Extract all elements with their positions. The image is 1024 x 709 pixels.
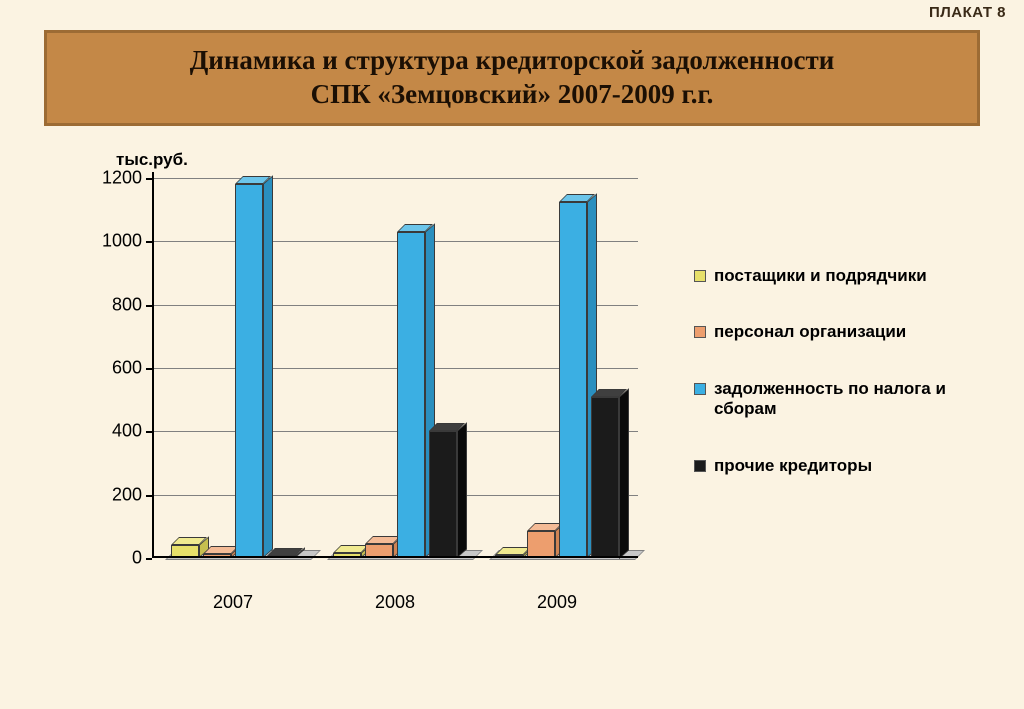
bar-front [527, 531, 555, 558]
legend-label: задолженность по налога и сборам [714, 379, 974, 420]
bar [559, 202, 587, 558]
y-tick-label: 800 [112, 294, 142, 315]
bar-front [559, 202, 587, 558]
bar [429, 431, 457, 558]
legend-swatch [694, 270, 706, 282]
slide-title: Динамика и структура кредиторской задолж… [190, 44, 835, 112]
y-tick-label: 200 [112, 484, 142, 505]
y-tick-label: 1000 [102, 231, 142, 252]
legend-label: персонал организации [714, 322, 974, 342]
bar-front [429, 431, 457, 558]
legend-item: постащики и подрядчики [694, 266, 974, 286]
bar-side [619, 388, 629, 558]
bar [591, 397, 619, 559]
x-tick-label: 2009 [537, 592, 577, 613]
plot-area: 020040060080010001200200720082009 [152, 178, 638, 558]
legend-swatch [694, 326, 706, 338]
legend-item: прочие кредиторы [694, 456, 974, 476]
legend-item: персонал организации [694, 322, 974, 342]
x-tick-label: 2007 [213, 592, 253, 613]
y-axis [152, 172, 154, 558]
legend-swatch [694, 460, 706, 472]
slide: ПЛАКАТ 8 Динамика и структура кредиторск… [0, 0, 1024, 709]
title-box: Динамика и структура кредиторской задолж… [44, 30, 980, 126]
y-tick-mark [146, 558, 152, 560]
legend-swatch [694, 383, 706, 395]
bar [235, 184, 263, 558]
bar-front [397, 232, 425, 558]
x-axis [152, 556, 638, 558]
bar-side [263, 176, 273, 558]
bar-front [591, 397, 619, 559]
bar-front [235, 184, 263, 558]
legend-item: задолженность по налога и сборам [694, 379, 974, 420]
y-tick-label: 1200 [102, 168, 142, 189]
y-tick-label: 600 [112, 358, 142, 379]
corner-label: ПЛАКАТ 8 [929, 4, 1006, 21]
legend-label: прочие кредиторы [714, 456, 974, 476]
legend: постащики и подрядчики персонал организац… [694, 266, 974, 512]
y-tick-label: 0 [132, 548, 142, 569]
bar-side [457, 423, 467, 558]
bar [397, 232, 425, 558]
gridline [152, 178, 638, 179]
chart: тыс.руб. 0200400600800100012002007200820… [44, 150, 980, 670]
x-tick-label: 2008 [375, 592, 415, 613]
legend-label: постащики и подрядчики [714, 266, 974, 286]
y-tick-label: 400 [112, 421, 142, 442]
bar [527, 531, 555, 558]
